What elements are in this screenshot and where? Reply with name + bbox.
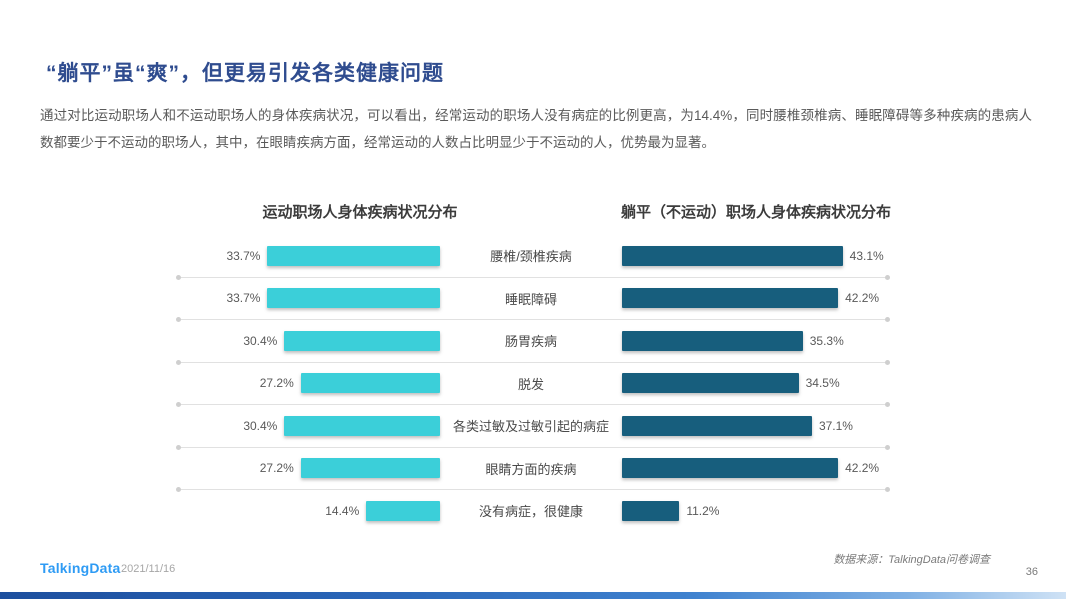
lying-bar-zone: 42.2%: [622, 458, 888, 479]
lying-bar-zone: 43.1%: [622, 245, 888, 266]
exercise-bar-zone: 27.2%: [178, 373, 440, 394]
category-label: 腰椎/颈椎疾病: [490, 249, 572, 265]
exercise-value-label: 27.2%: [259, 461, 294, 476]
row-divider: [176, 402, 890, 407]
lying-bar-zone: 42.2%: [622, 288, 888, 309]
exercise-value-label: 14.4%: [325, 503, 360, 518]
exercise-value-label: 27.2%: [259, 376, 294, 391]
exercise-bar: [267, 245, 440, 266]
category-label: 肠胃疾病: [504, 334, 557, 350]
chart-row: 30.4% 肠胃疾病 35.3%: [178, 320, 888, 362]
row-divider: [176, 317, 890, 322]
lying-bar: [622, 245, 843, 266]
lying-value-label: 34.5%: [805, 376, 840, 391]
chart-row: 27.2% 脱发 34.5%: [178, 363, 888, 405]
exercise-bar-zone: 30.4%: [178, 330, 440, 351]
exercise-bar-zone: 14.4%: [178, 500, 440, 521]
lying-bar-zone: 11.2%: [622, 500, 888, 521]
row-divider: [176, 274, 890, 280]
exercise-bar-zone: 33.7%: [178, 245, 440, 266]
lying-bar-zone: 35.3%: [622, 330, 888, 351]
exercise-bar: [267, 288, 440, 309]
chart-row: 27.2% 眼睛方面的疾病 42.2%: [178, 448, 888, 490]
lying-bar: [622, 458, 839, 479]
lying-bar: [622, 288, 839, 309]
chart-row: 33.7% 睡眠障碍 42.2%: [178, 278, 888, 320]
lying-value-label: 11.2%: [686, 503, 720, 518]
lying-bar-zone: 34.5%: [622, 373, 888, 394]
exercise-bar: [284, 415, 440, 436]
lying-value-label: 35.3%: [809, 333, 844, 348]
lying-bar: [622, 330, 803, 351]
data-source-note: 数据来源：TalkingData问卷调查: [833, 554, 990, 566]
exercise-value-label: 33.7%: [226, 291, 261, 306]
exercise-bar-zone: 30.4%: [178, 415, 440, 436]
exercise-bar-zone: 27.2%: [178, 458, 440, 479]
intro-paragraph: 通过对比运动职场人和不运动职场人的身体疾病状况，可以看出，经常运动的职场人没有病…: [40, 108, 1032, 150]
page-number: 36: [1025, 566, 1038, 578]
exercise-bar: [366, 500, 440, 521]
lying-bar: [622, 500, 680, 521]
chart-title-exercise: 运动职场人身体疾病状况分布: [262, 204, 458, 221]
exercise-bar: [300, 373, 440, 394]
row-divider: [176, 359, 890, 365]
lying-bar: [622, 415, 812, 436]
exercise-bar: [300, 458, 440, 479]
row-divider: [176, 444, 890, 450]
lying-value-label: 37.1%: [818, 418, 853, 433]
lying-value-label: 42.2%: [845, 461, 880, 476]
exercise-value-label: 33.7%: [226, 248, 261, 263]
exercise-value-label: 30.4%: [243, 418, 278, 433]
row-divider: [176, 487, 890, 492]
lying-bar: [622, 373, 799, 394]
report-date: 2021/11/16: [121, 563, 176, 575]
category-label: 睡眠障碍: [504, 291, 557, 307]
exercise-bar-zone: 33.7%: [178, 288, 440, 309]
chart-row: 33.7% 腰椎/颈椎疾病 43.1%: [178, 235, 888, 277]
lying-bar-zone: 37.1%: [622, 415, 888, 436]
category-label: 脱发: [517, 376, 544, 392]
exercise-bar: [284, 330, 440, 351]
page-title: “躺平”虽“爽”，但更易引发各类健康问题: [46, 62, 444, 85]
tornado-chart: 33.7% 腰椎/颈椎疾病 43.1% 33.7% 睡眠障碍 42.2% 30.4% 肠胃疾病…: [176, 235, 890, 532]
exercise-value-label: 30.4%: [243, 333, 278, 348]
category-label: 各类过敏及过敏引起的病症: [452, 419, 609, 435]
lying-value-label: 42.2%: [845, 291, 880, 306]
chart-title-lying: 躺平（不运动）职场人身体疾病状况分布: [620, 204, 891, 221]
talkingdata-logo: TalkingData: [40, 560, 121, 576]
chart-row: 14.4% 没有病症，很健康 11.2%: [178, 490, 888, 532]
lying-value-label: 43.1%: [849, 248, 884, 263]
chart-row: 30.4% 各类过敏及过敏引起的病症 37.1%: [178, 405, 888, 447]
category-label: 眼睛方面的疾病: [485, 461, 577, 477]
category-label: 没有病症，很健康: [478, 504, 583, 520]
footer-gradient-bar: [0, 592, 1066, 599]
